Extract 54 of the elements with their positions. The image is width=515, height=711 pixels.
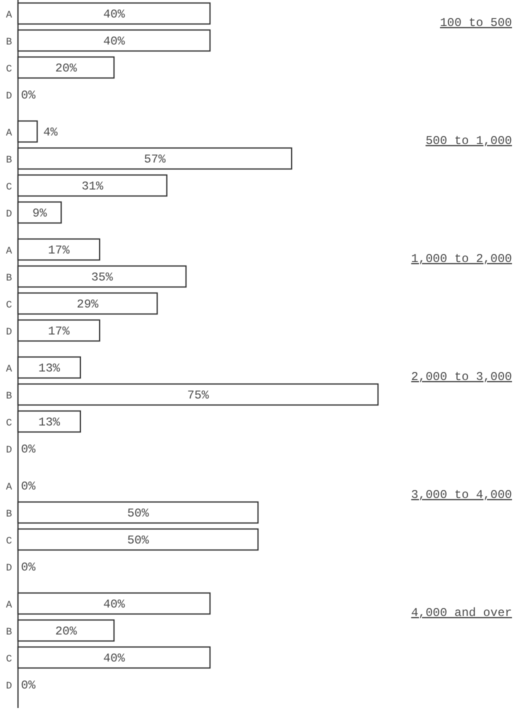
data-label: 17%: [48, 244, 70, 258]
y-tick-label: A: [6, 10, 12, 22]
text: 3,000 to 4,000: [411, 488, 512, 502]
y-tick-label: D: [6, 92, 12, 102]
y-tick-label: A: [6, 246, 12, 258]
data-label: 20%: [55, 624, 78, 638]
data-label: 0%: [21, 88, 36, 102]
text: 4,000 and over: [411, 606, 512, 620]
y-tick-label: B: [6, 628, 12, 638]
data-label: 20%: [55, 62, 78, 76]
y-tick-label: C: [6, 536, 12, 548]
y-tick-label: B: [6, 274, 12, 284]
data-label: 13%: [38, 416, 61, 430]
y-tick-label: D: [6, 564, 12, 574]
y-tick-label: B: [6, 38, 12, 48]
y-tick-label: A: [6, 128, 12, 140]
y-tick-label: B: [6, 510, 12, 520]
data-label: 40%: [103, 34, 126, 48]
data-label: 0%: [21, 560, 36, 574]
data-label: 13%: [38, 362, 61, 376]
y-tick-label: D: [6, 210, 12, 220]
text: 100 to 500: [440, 16, 512, 30]
y-tick-label: C: [6, 300, 12, 312]
data-label: 50%: [127, 506, 150, 520]
y-tick-label: D: [6, 328, 12, 338]
data-label: 40%: [103, 598, 126, 612]
data-label: 50%: [127, 534, 150, 548]
data-label: 35%: [91, 270, 114, 284]
y-tick-label: C: [6, 418, 12, 430]
data-label: 40%: [103, 8, 126, 22]
y-tick-label: B: [6, 156, 12, 166]
data-label: 0%: [21, 678, 36, 692]
data-label: 57%: [144, 152, 166, 166]
y-tick-label: B: [6, 392, 12, 402]
y-tick-label: D: [6, 682, 12, 692]
data-label: 31%: [82, 180, 104, 194]
data-label: 29%: [76, 298, 100, 312]
data-label: 9%: [32, 206, 48, 220]
y-tick-label: C: [6, 64, 12, 76]
y-tick-label: C: [6, 654, 12, 666]
y-tick-label: A: [6, 364, 12, 376]
data-label: 0%: [21, 442, 36, 456]
data-label: 40%: [103, 652, 126, 666]
data-label: 75%: [187, 388, 210, 402]
data-label: 4%: [43, 126, 58, 140]
y-tick-label: D: [6, 446, 12, 456]
data-label: 17%: [48, 324, 70, 338]
y-tick-label: A: [6, 600, 12, 612]
text: 500 to 1,000: [426, 134, 512, 148]
data-label: 0%: [21, 480, 36, 494]
text: 2,000 to 3,000: [411, 370, 512, 384]
y-tick-label: C: [6, 182, 12, 194]
y-tick-label: A: [6, 482, 12, 494]
text: 1,000 to 2,000: [411, 252, 512, 266]
